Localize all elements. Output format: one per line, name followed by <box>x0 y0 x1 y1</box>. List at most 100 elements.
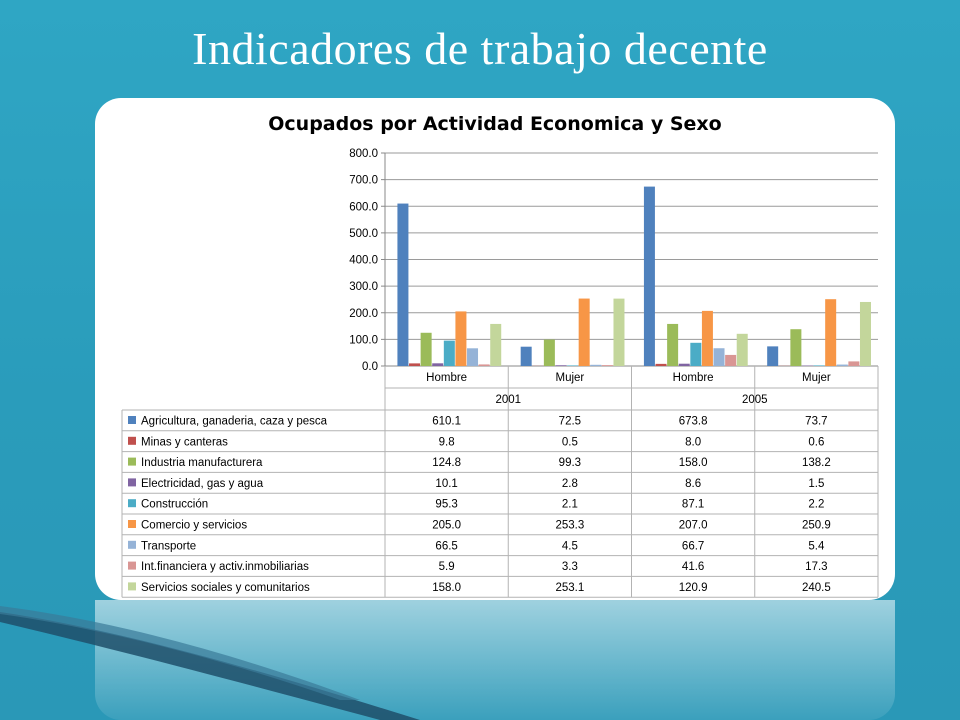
legend-swatch <box>128 520 136 528</box>
bar <box>836 364 848 366</box>
bar <box>643 186 655 366</box>
bar <box>543 339 555 366</box>
legend-swatch <box>128 457 136 466</box>
legend-swatch <box>128 416 136 424</box>
bar <box>397 203 409 366</box>
bar <box>655 363 667 366</box>
table-cell-value: 2.1 <box>562 499 578 511</box>
x-year-label: 2005 <box>742 394 768 406</box>
swoosh-shape <box>0 612 420 720</box>
table-cell-value: 1.5 <box>808 478 824 490</box>
x-category-label: Hombre <box>673 372 714 384</box>
y-tick-label: 300.0 <box>349 281 378 293</box>
y-tick-label: 100.0 <box>349 334 378 346</box>
y-tick-label: 200.0 <box>349 308 378 320</box>
y-tick-label: 600.0 <box>349 201 378 213</box>
bar <box>409 363 421 366</box>
bar <box>790 329 802 366</box>
bar <box>567 365 579 366</box>
legend-entry: Transporte <box>141 540 196 552</box>
table-cell-value: 87.1 <box>682 499 704 511</box>
legend-swatch <box>128 478 136 487</box>
legend-entry: Construcción <box>141 499 208 511</box>
table-cell-value: 41.6 <box>682 561 704 573</box>
x-year-label: 2001 <box>495 394 521 406</box>
legend-entry: Servicios sociales y comunitarios <box>141 582 310 594</box>
legend-entry: Industria manufacturera <box>141 457 263 469</box>
x-category-label: Mujer <box>555 372 584 384</box>
bar <box>520 346 532 366</box>
decorative-swoosh <box>0 606 420 720</box>
y-tick-label: 800.0 <box>349 148 378 160</box>
x-category-label: Hombre <box>426 372 467 384</box>
bar <box>467 348 479 366</box>
bar <box>825 299 837 366</box>
slide-title: Indicadores de trabajo decente <box>192 23 768 74</box>
bar <box>443 340 455 366</box>
legend-entry: Electricidad, gas y agua <box>141 478 264 490</box>
bar <box>490 323 502 366</box>
bar <box>701 310 713 366</box>
legend-swatch <box>128 436 136 445</box>
table-cell-value: 3.3 <box>562 561 578 573</box>
bar <box>432 363 444 366</box>
x-category-label: Mujer <box>802 372 831 384</box>
table-cell-value: 673.8 <box>679 416 708 428</box>
table-cell-value: 95.3 <box>435 499 457 511</box>
bar <box>578 298 590 366</box>
chart-card: Ocupados por Actividad Economica y Sexo 0… <box>95 98 895 600</box>
table-cell-value: 2.8 <box>562 478 578 490</box>
legend-swatch <box>128 582 136 591</box>
table-cell-value: 10.1 <box>435 478 457 490</box>
table-cell-value: 66.7 <box>682 540 704 552</box>
bar <box>713 348 725 366</box>
y-tick-label: 500.0 <box>349 228 378 240</box>
bar <box>767 346 779 366</box>
y-tick-label: 700.0 <box>349 175 378 187</box>
bar <box>813 365 825 366</box>
bar <box>613 298 625 366</box>
bar <box>848 361 860 366</box>
bar <box>601 365 613 366</box>
table-cell-value: 610.1 <box>432 416 461 428</box>
bar <box>555 365 567 366</box>
table-cell-value: 2.2 <box>808 499 824 511</box>
table-cell-value: 99.3 <box>559 457 581 469</box>
bar-chart: Ocupados por Actividad Economica y Sexo 0… <box>121 113 879 598</box>
legend-swatch <box>128 540 136 549</box>
table-cell-value: 253.3 <box>555 520 584 532</box>
table-cell-value: 5.4 <box>808 540 825 552</box>
swoosh-highlight <box>0 606 360 700</box>
legend-entry: Int.financiera y activ.inmobiliarias <box>141 561 309 573</box>
bar <box>736 333 748 366</box>
table-cell-value: 205.0 <box>432 520 461 532</box>
bar <box>725 354 737 366</box>
table-cell-value: 73.7 <box>805 416 827 428</box>
chart-title: Ocupados por Actividad Economica y Sexo <box>268 113 721 135</box>
legend-entry: Minas y canteras <box>141 436 228 448</box>
bar <box>478 364 490 366</box>
table-cell-value: 8.6 <box>685 478 701 490</box>
table-cell-value: 158.0 <box>679 457 708 469</box>
table-cell-value: 66.5 <box>435 540 457 552</box>
table-cell-value: 240.5 <box>802 582 831 594</box>
legend-entry: Comercio y servicios <box>141 520 247 532</box>
bar <box>859 301 871 366</box>
table-cell-value: 138.2 <box>802 457 831 469</box>
legend-swatch <box>128 561 136 570</box>
table-cell-value: 250.9 <box>802 520 831 532</box>
legend-entry: Agricultura, ganaderia, caza y pesca <box>141 416 328 428</box>
y-tick-label: 400.0 <box>349 255 378 267</box>
table-cell-value: 5.9 <box>439 561 455 573</box>
bar <box>590 364 602 366</box>
table-cell-value: 72.5 <box>559 416 581 428</box>
bar <box>690 342 702 366</box>
table-cell-value: 124.8 <box>432 457 461 469</box>
table-cell-value: 0.5 <box>562 436 578 448</box>
table-cell-value: 120.9 <box>679 582 708 594</box>
table-cell-value: 4.5 <box>562 540 578 552</box>
table-cell-value: 158.0 <box>432 582 461 594</box>
y-tick-label: 0.0 <box>362 361 378 373</box>
bar <box>667 323 679 366</box>
bar <box>455 311 467 366</box>
